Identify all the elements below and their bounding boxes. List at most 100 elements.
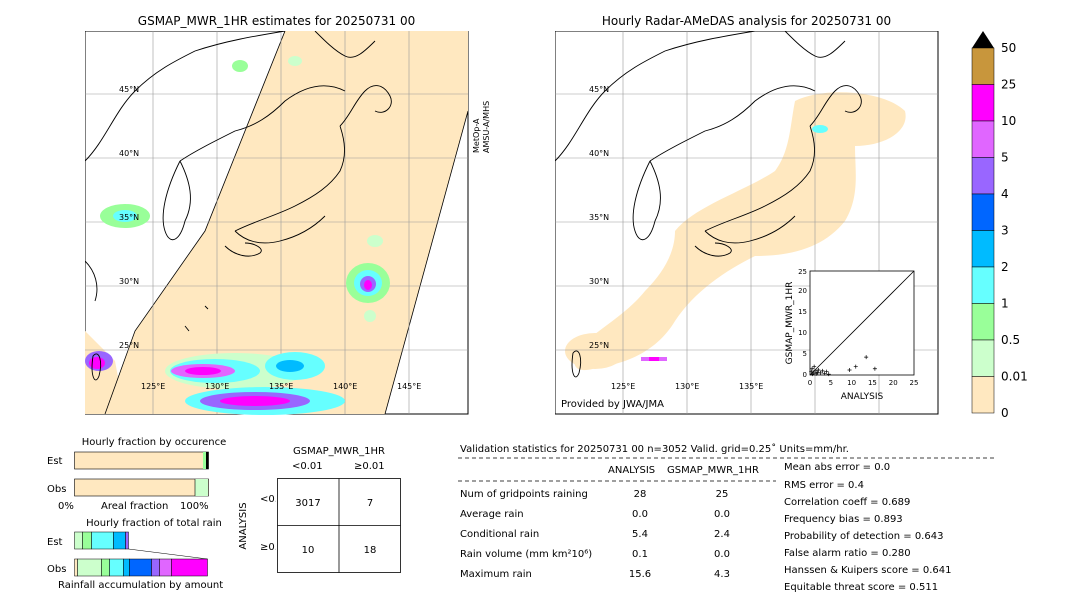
scatter-x-tick: 20 xyxy=(889,379,898,387)
stat-label: Conditional rain xyxy=(460,529,540,540)
total-rain-title: Hourly fraction of total rain xyxy=(86,518,222,529)
left-lon-label: 140°E xyxy=(333,382,357,391)
score-mae: Mean abs error = 0.0 xyxy=(784,462,891,473)
contingency-title: GSMAP_MWR_1HR xyxy=(293,446,385,457)
contingency-table: 3017 7 10 18 xyxy=(277,478,401,573)
stat-label: Num of gridpoints raining xyxy=(460,489,588,500)
scatter-point xyxy=(810,372,815,377)
right-lat-label: 25°N xyxy=(589,341,609,350)
colorbar-label: 25 xyxy=(1001,78,1016,92)
scatter-x-tick: 15 xyxy=(868,379,877,387)
occurrence-title: Hourly fraction by occurence xyxy=(81,437,227,448)
right-map-title: Hourly Radar-AMeDAS analysis for 2025073… xyxy=(601,14,892,28)
scatter-point xyxy=(810,366,815,371)
colorbar-segment xyxy=(971,84,995,122)
scatter-y-tick: 10 xyxy=(798,329,807,337)
colorbar-label: 0.01 xyxy=(1001,370,1028,384)
total-rain-axis-label: Rainfall accumulation by amount xyxy=(58,580,224,591)
scatter-point xyxy=(820,368,825,373)
scatter-point xyxy=(853,364,858,369)
scatter-point xyxy=(816,368,821,373)
stat-analysis: 15.6 xyxy=(628,569,652,580)
validation-col-gsmap: GSMAP_MWR_1HR xyxy=(667,465,759,476)
left-lat-label: 40°N xyxy=(119,149,139,158)
colorbar-extend-arrow xyxy=(972,31,994,48)
scatter-point xyxy=(812,364,817,369)
total-est-bar xyxy=(74,531,129,550)
occurrence-axis-label: Areal fraction xyxy=(101,501,169,512)
colorbar-segment xyxy=(971,47,995,85)
colorbar-segment xyxy=(971,376,995,414)
scatter-plot: 0 5 10 15 20 25 0 5 10 15 20 25 ANALYSIS… xyxy=(785,268,919,402)
occurrence-est-bar xyxy=(74,451,209,470)
scatter-point xyxy=(809,369,814,374)
left-map: 45°N 40°N 35°N 30°N 25°N 125°E 130°E 135… xyxy=(85,31,469,415)
data-credit: Provided by JWA/JMA xyxy=(561,399,664,410)
scatter-y-tick: 5 xyxy=(803,350,807,358)
contingency-col-no: <0.01 xyxy=(292,461,323,472)
scatter-x-tick: 5 xyxy=(829,379,833,387)
left-lon-label: 130°E xyxy=(205,382,229,391)
scatter-xlabel: ANALYSIS xyxy=(841,392,884,402)
contingency-row-axis-label: ANALYSIS xyxy=(238,502,249,549)
scatter-x-tick: 10 xyxy=(847,379,856,387)
stat-label: Rain volume (mm km²10⁶) xyxy=(460,549,593,560)
left-lon-label: 145°E xyxy=(397,382,421,391)
scatter-y-tick: 20 xyxy=(798,287,807,295)
stat-analysis: 0.0 xyxy=(632,509,648,520)
scatter-point xyxy=(812,368,817,373)
occurrence-axis-left: 0% xyxy=(58,501,74,512)
colorbar-label: 2 xyxy=(1001,260,1009,274)
score-pod: Probability of detection = 0.643 xyxy=(784,531,944,542)
scatter-y-tick: 25 xyxy=(798,268,807,276)
validation-header: Validation statistics for 20250731 00 n=… xyxy=(460,444,849,455)
stat-analysis: 28 xyxy=(633,489,647,500)
validation-col-analysis: ANALYSIS xyxy=(608,465,656,476)
colorbar-label: 50 xyxy=(1001,41,1016,55)
occurrence-est-edge xyxy=(206,452,209,469)
scatter-point xyxy=(815,370,820,375)
occurrence-obs-bar xyxy=(74,478,209,497)
score-rmse: RMS error = 0.4 xyxy=(784,480,864,491)
score-far: False alarm ratio = 0.280 xyxy=(784,548,911,559)
satellite-label: MetOp-A AMSU-A/MHS xyxy=(472,101,491,153)
colorbar-segment xyxy=(971,339,995,377)
stat-analysis: 0.1 xyxy=(632,549,648,560)
colorbar-label: 0.5 xyxy=(1001,333,1020,347)
contingency-cell: 18 xyxy=(364,545,377,556)
total-obs-label: Obs xyxy=(47,564,67,575)
colorbar-segment xyxy=(971,303,995,341)
stat-gsmap: 4.3 xyxy=(714,569,730,580)
total-rain-bars xyxy=(74,531,208,577)
colorbar-label: 10 xyxy=(1001,114,1016,128)
sensor-name: AMSU-A/MHS xyxy=(482,101,491,153)
right-lon-label: 135°E xyxy=(739,382,763,391)
right-lat-label: 40°N xyxy=(589,149,609,158)
scatter-x-tick: 0 xyxy=(808,379,812,387)
occurrence-est-rain xyxy=(203,452,206,469)
scatter-point xyxy=(872,366,877,371)
score-frequency-bias: Frequency bias = 0.893 xyxy=(784,514,903,525)
score-correlation: Correlation coeff = 0.689 xyxy=(784,497,911,508)
stat-label: Maximum rain xyxy=(460,569,532,580)
contingency-col-yes: ≥0.01 xyxy=(354,461,385,472)
colorbar-segment xyxy=(971,157,995,195)
colorbar-label: 5 xyxy=(1001,151,1009,165)
stat-analysis: 5.4 xyxy=(632,529,648,540)
left-lon-label: 125°E xyxy=(141,382,165,391)
occurrence-axis-right: 100% xyxy=(180,501,209,512)
left-lon-label: 135°E xyxy=(269,382,293,391)
left-map-title: GSMAP_MWR_1HR estimates for 20250731 00 xyxy=(137,14,416,28)
colorbar-segment xyxy=(971,193,995,231)
right-lat-label: 30°N xyxy=(589,277,609,286)
left-lat-label: 30°N xyxy=(119,277,139,286)
contingency-cell: 10 xyxy=(302,545,315,556)
scatter-y-tick: 0 xyxy=(803,371,807,379)
validation-divider xyxy=(458,457,996,459)
scatter-x-tick: 25 xyxy=(910,379,919,387)
right-lat-label: 35°N xyxy=(589,213,609,222)
stat-gsmap: 25 xyxy=(715,489,729,500)
occurrence-obs-label: Obs xyxy=(47,484,67,495)
colorbar-label: 4 xyxy=(1001,187,1009,201)
colorbar-label: 0 xyxy=(1001,406,1009,420)
